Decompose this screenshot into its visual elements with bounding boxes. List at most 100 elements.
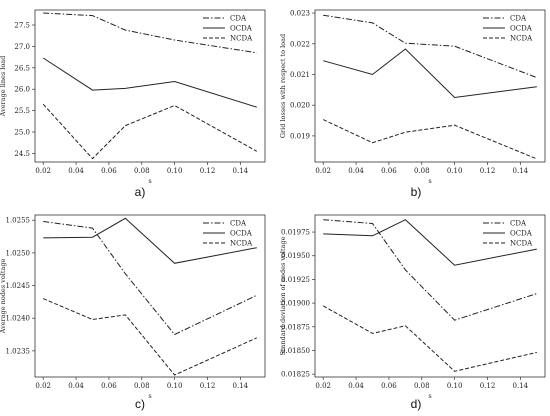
- legend-label: OCDA: [230, 230, 253, 238]
- series-line-ocda: [42, 57, 257, 108]
- x-tick-label: 0.10: [447, 167, 463, 175]
- panel-label: b): [411, 185, 422, 199]
- y-axis-label: Standard deviation of nodes voltage: [279, 236, 287, 355]
- chart-panel-1: 0.02 0.04 0.06 0.08 0.10 0.12 0.14 24.5 25.0 25.5…: [0, 9, 266, 199]
- y-tick-label: 0.01925: [281, 276, 310, 284]
- x-tick-label: 0.12: [200, 382, 216, 390]
- panel-label: a): [135, 185, 146, 199]
- x-tick-label: 0.02: [315, 167, 331, 175]
- legend-label: OCDA: [230, 25, 253, 33]
- chart-panel-4: 0.02 0.04 0.06 0.08 0.10 0.12 0.14 0.01825 0.018…: [279, 214, 546, 411]
- x-tick-label: 0.04: [348, 382, 364, 390]
- legend-label: NCDA: [510, 35, 533, 43]
- x-tick-label: 0.06: [381, 382, 397, 390]
- legend: CDA OCDA NCDA: [483, 15, 533, 43]
- y-tick-label: 26.5: [14, 64, 30, 72]
- series-line-ocda: [43, 217, 257, 264]
- series-line-ncda: [322, 119, 537, 160]
- y-tick-label: 24.5: [14, 150, 30, 158]
- x-tick-label: 0.10: [167, 167, 183, 175]
- series-line-cda: [323, 14, 537, 79]
- x-tick-label: 0.08: [414, 382, 430, 390]
- x-tick-label: 0.08: [414, 167, 430, 175]
- y-tick-label: 0.021: [290, 71, 310, 79]
- y-tick-label: 26.0: [14, 86, 30, 94]
- x-tick-label: 0.12: [480, 382, 496, 390]
- y-tick-label: 27.5: [14, 21, 30, 29]
- series-line-cda: [43, 12, 257, 54]
- panel-label: c): [135, 397, 145, 411]
- plot-frame: [34, 9, 266, 163]
- series-line-ocda: [323, 219, 537, 266]
- x-tick-label: 0.14: [513, 382, 529, 390]
- legend-label: NCDA: [510, 240, 533, 248]
- x-tick-label: 0.14: [513, 167, 529, 175]
- y-axis-label: Average nodes voltage: [0, 259, 7, 335]
- x-tick-label: 0.14: [233, 167, 249, 175]
- y-tick-label: 0.01850: [281, 347, 310, 355]
- legend-label: CDA: [510, 15, 527, 23]
- legend: CDA OCDA NCDA: [203, 220, 253, 248]
- legend-label: CDA: [510, 220, 527, 228]
- series-line-ocda: [323, 48, 537, 99]
- series-line-ncda: [322, 305, 537, 372]
- x-tick-label: 0.12: [200, 167, 216, 175]
- y-tick-label: 0.020: [290, 102, 310, 110]
- x-tick-label: 0.10: [447, 382, 463, 390]
- plot-frame: [314, 214, 546, 378]
- y-tick-label: 0.01875: [281, 323, 310, 331]
- y-tick-label: 1.0250: [6, 249, 31, 257]
- x-tick-label: 0.08: [134, 167, 150, 175]
- y-tick-label: 0.022: [290, 40, 310, 48]
- x-tick-label: 0.04: [68, 167, 84, 175]
- y-tick-label: 1.0235: [6, 347, 31, 355]
- y-tick-label: 0.01950: [281, 252, 310, 260]
- legend-label: OCDA: [510, 230, 533, 238]
- series-line-cda: [43, 221, 258, 336]
- x-tick-label: 0.04: [68, 382, 84, 390]
- x-tick-label: 0.06: [381, 167, 397, 175]
- y-tick-label: 27.0: [14, 43, 30, 51]
- y-tick-label: 25.5: [14, 107, 30, 115]
- x-axis-label: s: [428, 392, 431, 400]
- y-tick-label: 0.01975: [281, 229, 310, 237]
- y-tick-label: 0.019: [290, 132, 310, 140]
- panel-label: d): [411, 397, 422, 411]
- y-axis-label: Average lines load: [0, 56, 7, 118]
- y-tick-label: 0.01825: [281, 371, 310, 379]
- x-axis-label: s: [148, 177, 151, 185]
- x-axis-label: s: [428, 177, 431, 185]
- series-line-cda: [323, 219, 537, 321]
- legend-label: NCDA: [230, 240, 253, 248]
- y-tick-label: 1.0240: [6, 315, 31, 323]
- plot-frame: [34, 214, 266, 378]
- x-tick-label: 0.02: [315, 382, 331, 390]
- series-line-ncda: [42, 103, 258, 160]
- chart-panel-3: 0.02 0.04 0.06 0.08 0.10 0.12 0.14 1.0235 1.0240…: [0, 214, 266, 411]
- x-tick-label: 0.12: [480, 167, 496, 175]
- x-tick-label: 0.14: [233, 382, 249, 390]
- x-axis-label: s: [148, 392, 151, 400]
- legend: CDA OCDA NCDA: [203, 15, 253, 43]
- y-tick-label: 0.01900: [281, 300, 310, 308]
- legend-label: OCDA: [510, 25, 533, 33]
- series-line-ncda: [43, 298, 258, 376]
- legend: CDA OCDA NCDA: [483, 220, 533, 248]
- x-tick-label: 0.06: [101, 167, 117, 175]
- y-tick-label: 1.0255: [6, 217, 31, 225]
- plot-frame: [314, 9, 546, 163]
- chart-panel-2: 0.02 0.04 0.06 0.08 0.10 0.12 0.14 0.019 0.020 0.…: [279, 9, 546, 199]
- legend-label: CDA: [230, 220, 247, 228]
- legend-label: NCDA: [230, 35, 253, 43]
- y-tick-label: 1.0245: [6, 282, 31, 290]
- x-tick-label: 0.06: [101, 382, 117, 390]
- x-tick-label: 0.10: [167, 382, 183, 390]
- y-axis-label: Grid losses with respect to load: [279, 34, 287, 138]
- y-tick-label: 25.0: [14, 129, 30, 137]
- x-tick-label: 0.02: [35, 167, 51, 175]
- x-tick-label: 0.04: [348, 167, 364, 175]
- y-tick-label: 0.023: [290, 10, 310, 18]
- legend-label: CDA: [230, 15, 247, 23]
- x-tick-label: 0.02: [35, 382, 51, 390]
